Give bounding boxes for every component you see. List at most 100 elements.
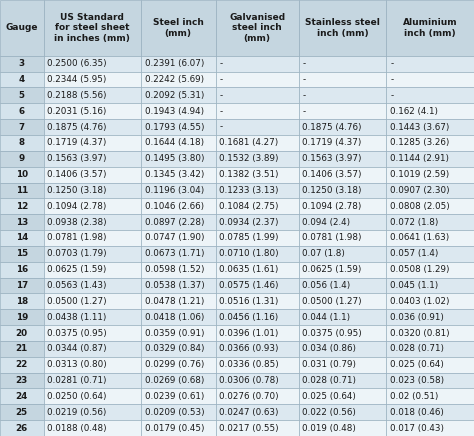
Bar xyxy=(386,135,474,151)
Text: 0.0250 (0.64): 0.0250 (0.64) xyxy=(47,392,107,401)
Bar xyxy=(44,404,141,420)
Bar xyxy=(44,56,141,72)
Bar xyxy=(299,309,386,325)
Text: 23: 23 xyxy=(16,376,28,385)
Text: 0.1285 (3.26): 0.1285 (3.26) xyxy=(390,139,449,147)
Text: 21: 21 xyxy=(16,344,28,353)
Bar xyxy=(0,0,44,56)
Text: 0.2500 (6.35): 0.2500 (6.35) xyxy=(47,59,107,68)
Text: 0.1495 (3.80): 0.1495 (3.80) xyxy=(145,154,204,163)
Bar xyxy=(299,341,386,357)
Text: 0.1719 (4.37): 0.1719 (4.37) xyxy=(47,139,107,147)
Bar xyxy=(141,151,216,167)
Bar xyxy=(44,341,141,357)
Bar xyxy=(44,325,141,341)
Bar xyxy=(386,0,474,56)
Text: 0.1144 (2.91): 0.1144 (2.91) xyxy=(390,154,449,163)
Text: 0.0396 (1.01): 0.0396 (1.01) xyxy=(219,329,279,337)
Text: 0.0438 (1.11): 0.0438 (1.11) xyxy=(47,313,107,322)
Bar xyxy=(0,278,44,293)
Bar xyxy=(44,373,141,388)
Text: 0.0500 (1.27): 0.0500 (1.27) xyxy=(302,297,362,306)
Bar xyxy=(0,325,44,341)
Bar xyxy=(0,88,44,103)
Bar xyxy=(44,262,141,278)
Text: 14: 14 xyxy=(16,234,28,242)
Bar xyxy=(141,198,216,214)
Bar xyxy=(0,151,44,167)
Text: 0.0516 (1.31): 0.0516 (1.31) xyxy=(219,297,279,306)
Text: 20: 20 xyxy=(16,329,28,337)
Bar xyxy=(141,420,216,436)
Text: 0.162 (4.1): 0.162 (4.1) xyxy=(390,107,438,116)
Bar xyxy=(216,278,299,293)
Bar xyxy=(0,72,44,88)
Bar xyxy=(299,325,386,341)
Bar xyxy=(141,230,216,246)
Bar xyxy=(299,373,386,388)
Text: 11: 11 xyxy=(16,186,28,195)
Bar xyxy=(299,388,386,404)
Bar xyxy=(44,246,141,262)
Bar xyxy=(386,151,474,167)
Text: 0.056 (1.4): 0.056 (1.4) xyxy=(302,281,351,290)
Bar xyxy=(386,56,474,72)
Bar xyxy=(0,56,44,72)
Bar xyxy=(141,183,216,198)
Bar xyxy=(44,230,141,246)
Bar xyxy=(141,357,216,373)
Text: 0.0907 (2.30): 0.0907 (2.30) xyxy=(390,186,450,195)
Text: 0.2188 (5.56): 0.2188 (5.56) xyxy=(47,91,107,100)
Bar xyxy=(0,293,44,309)
Bar xyxy=(44,198,141,214)
Text: 0.0808 (2.05): 0.0808 (2.05) xyxy=(390,202,450,211)
Text: 0.1250 (3.18): 0.1250 (3.18) xyxy=(302,186,362,195)
Text: 9: 9 xyxy=(19,154,25,163)
Text: 0.0299 (0.76): 0.0299 (0.76) xyxy=(145,360,204,369)
Text: 0.0188 (0.48): 0.0188 (0.48) xyxy=(47,424,107,433)
Bar xyxy=(216,198,299,214)
Text: -: - xyxy=(302,75,306,84)
Bar xyxy=(44,167,141,183)
Text: 0.1875 (4.76): 0.1875 (4.76) xyxy=(47,123,107,132)
Bar xyxy=(386,373,474,388)
Text: -: - xyxy=(390,91,393,100)
Text: 0.0703 (1.79): 0.0703 (1.79) xyxy=(47,249,107,258)
Text: 6: 6 xyxy=(19,107,25,116)
Bar xyxy=(386,167,474,183)
Bar xyxy=(386,119,474,135)
Text: 24: 24 xyxy=(16,392,28,401)
Bar xyxy=(386,293,474,309)
Text: 0.019 (0.48): 0.019 (0.48) xyxy=(302,424,356,433)
Text: 0.0934 (2.37): 0.0934 (2.37) xyxy=(219,218,279,227)
Text: 0.2031 (5.16): 0.2031 (5.16) xyxy=(47,107,107,116)
Text: 0.0625 (1.59): 0.0625 (1.59) xyxy=(302,265,362,274)
Text: 0.023 (0.58): 0.023 (0.58) xyxy=(390,376,444,385)
Bar xyxy=(386,420,474,436)
Text: 16: 16 xyxy=(16,265,28,274)
Text: 0.028 (0.71): 0.028 (0.71) xyxy=(302,376,356,385)
Text: 0.0710 (1.80): 0.0710 (1.80) xyxy=(219,249,279,258)
Bar xyxy=(386,357,474,373)
Text: -: - xyxy=(302,91,306,100)
Text: 12: 12 xyxy=(16,202,28,211)
Bar xyxy=(44,88,141,103)
Bar xyxy=(0,246,44,262)
Bar xyxy=(0,262,44,278)
Text: 0.0375 (0.95): 0.0375 (0.95) xyxy=(302,329,362,337)
Bar xyxy=(299,135,386,151)
Text: 0.1443 (3.67): 0.1443 (3.67) xyxy=(390,123,449,132)
Text: 25: 25 xyxy=(16,408,28,417)
Bar xyxy=(386,388,474,404)
Bar xyxy=(0,167,44,183)
Text: 0.0478 (1.21): 0.0478 (1.21) xyxy=(145,297,204,306)
Text: Stainless steel
inch (mm): Stainless steel inch (mm) xyxy=(305,18,380,38)
Text: 15: 15 xyxy=(16,249,28,258)
Text: 0.1793 (4.55): 0.1793 (4.55) xyxy=(145,123,204,132)
Text: 0.0366 (0.93): 0.0366 (0.93) xyxy=(219,344,279,353)
Text: 0.1563 (3.97): 0.1563 (3.97) xyxy=(302,154,362,163)
Text: Aluminium
inch (mm): Aluminium inch (mm) xyxy=(403,18,457,38)
Text: 0.025 (0.64): 0.025 (0.64) xyxy=(390,360,444,369)
Text: 0.2242 (5.69): 0.2242 (5.69) xyxy=(145,75,204,84)
Text: 0.0500 (1.27): 0.0500 (1.27) xyxy=(47,297,107,306)
